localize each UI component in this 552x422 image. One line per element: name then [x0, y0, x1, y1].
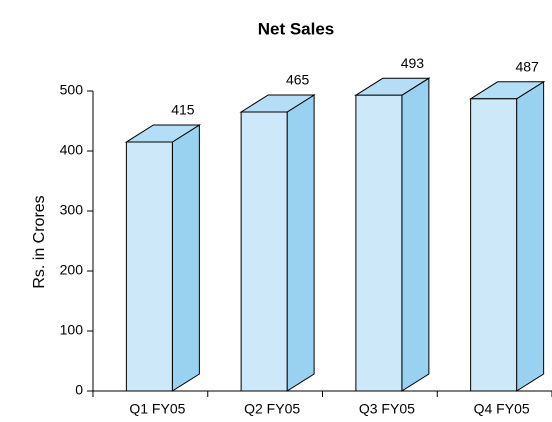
data-label: 487	[515, 59, 539, 75]
bar	[470, 98, 518, 392]
data-label: 465	[286, 72, 310, 88]
bar	[240, 111, 288, 392]
bar-side	[171, 124, 200, 392]
data-label: 415	[171, 102, 195, 118]
y-axis-label: Rs. in Crores	[31, 195, 48, 288]
y-tick-label: 500	[60, 82, 84, 98]
y-tick-label: 300	[60, 202, 84, 218]
y-tick-label: 0	[75, 382, 83, 398]
bar	[125, 141, 173, 392]
chart-title: Net Sales	[258, 19, 335, 38]
y-tick-label: 400	[60, 142, 84, 158]
y-tick-label: 100	[60, 322, 84, 338]
data-label: 493	[401, 55, 425, 71]
x-tick-label: Q4 FY05	[474, 401, 530, 417]
bar	[355, 94, 403, 392]
bar-side	[286, 94, 315, 392]
x-tick-label: Q2 FY05	[244, 401, 300, 417]
bar-side	[516, 80, 545, 392]
y-tick-label: 200	[60, 262, 84, 278]
x-tick-label: Q3 FY05	[359, 401, 415, 417]
x-tick-label: Q1 FY05	[129, 401, 185, 417]
bar-side	[401, 77, 430, 392]
